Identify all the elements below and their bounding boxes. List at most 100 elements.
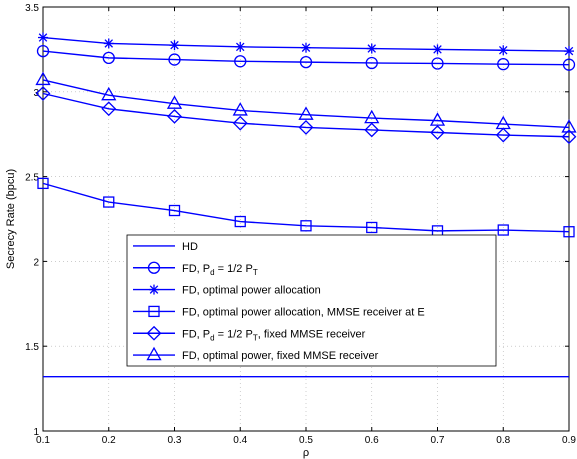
square-marker [37, 177, 49, 190]
triangle-marker [298, 106, 314, 120]
triangle-marker [101, 86, 117, 101]
square-marker [148, 305, 160, 318]
star-marker [301, 42, 311, 53]
x-tick-label: 0.3 [168, 435, 182, 446]
x-tick-label: 0.9 [562, 435, 576, 446]
circle-marker [365, 56, 378, 70]
triangle-marker [561, 119, 577, 133]
square-marker [103, 196, 115, 208]
star-marker [103, 38, 114, 49]
triangle-marker [364, 109, 380, 124]
legend-subscript: T [253, 333, 258, 342]
legend-text-part: = 1/2 P [215, 328, 253, 340]
x-tick-label: 0.1 [36, 435, 50, 446]
x-tick-label: 0.4 [233, 435, 247, 446]
legend-entry-2: FD, Pd = 1/2 PT [133, 261, 258, 277]
legend-subscript: d [210, 333, 214, 342]
legend-text-part: FD, P [182, 263, 210, 275]
legend-entry-4: FD, optimal power allocation, MMSE recei… [133, 305, 425, 318]
circle-marker [562, 58, 576, 71]
star-marker [149, 284, 159, 295]
legend-entry-5: FD, Pd = 1/2 PT, fixed MMSE receiver [133, 325, 366, 342]
grid [43, 7, 569, 431]
triangle-marker [232, 102, 248, 116]
y-tick-label: 2 [33, 257, 39, 268]
square-marker [168, 204, 181, 217]
y-tick-label: 1 [33, 427, 39, 438]
triangle-marker [146, 346, 162, 361]
legend-label: FD, Pd = 1/2 PT, fixed MMSE receiver [182, 328, 366, 342]
series-line [42, 182, 570, 233]
circle-marker [431, 57, 444, 70]
legend-label: FD, Pd = 1/2 PT [182, 263, 258, 277]
triangle-marker [35, 71, 51, 86]
square-marker [366, 221, 378, 234]
circle-marker [147, 261, 161, 274]
series-2 [36, 44, 576, 71]
square-marker [234, 215, 246, 228]
diamond-marker [146, 325, 162, 341]
circle-marker [234, 55, 247, 68]
star-marker-stroke [38, 33, 48, 42]
series-line [42, 79, 570, 129]
legend-entry-6: FD, optimal power, fixed MMSE receiver [133, 346, 379, 362]
series-6 [35, 71, 577, 133]
diamond-marker [430, 125, 445, 140]
diamond-marker [298, 119, 314, 135]
star-marker-stroke [301, 43, 311, 52]
legend-subscript: T [253, 268, 258, 277]
x-axis-label: ρ [303, 447, 309, 459]
star-marker [366, 43, 377, 54]
series-5 [35, 86, 577, 145]
star-marker [498, 45, 509, 56]
legend-label: FD, optimal power allocation [182, 285, 321, 297]
x-tick-label: 0.8 [496, 435, 510, 446]
square-marker [497, 224, 509, 236]
star-marker [235, 41, 246, 52]
star-marker [169, 40, 180, 51]
legend-subscript: d [210, 268, 214, 277]
circle-marker [299, 55, 313, 69]
diamond-marker [232, 115, 248, 131]
legend-label: FD, optimal power allocation, MMSE recei… [182, 306, 425, 318]
circle-marker [102, 51, 115, 65]
legend-label: FD, optimal power, fixed MMSE receiver [182, 350, 379, 362]
legend-text-part: FD, P [182, 328, 210, 340]
diamond-marker [561, 129, 577, 145]
star-marker-stroke [170, 40, 179, 50]
circle-marker [497, 58, 510, 71]
diamond-marker [101, 101, 117, 117]
star-marker-stroke [367, 44, 377, 53]
square-marker [300, 220, 312, 232]
star-marker-stroke [235, 42, 245, 52]
series-3 [38, 32, 574, 57]
triangle-marker [495, 115, 511, 130]
x-tick-label: 0.7 [431, 435, 445, 446]
star-marker-stroke [498, 45, 508, 55]
legend-entry-1: HD [133, 241, 198, 253]
diamond-marker [35, 86, 51, 101]
star-marker-stroke [149, 285, 159, 294]
series-line [42, 50, 570, 66]
series-line [42, 92, 570, 138]
star-marker-stroke [564, 46, 574, 56]
diamond-marker [364, 122, 380, 138]
star-marker-stroke [104, 39, 114, 48]
circle-marker [168, 53, 181, 66]
legend-label: HD [182, 241, 198, 253]
square-marker [563, 226, 575, 238]
legend-entry-3: FD, optimal power allocation [133, 284, 321, 297]
y-tick-label: 3.5 [25, 3, 39, 14]
diamond-marker [167, 108, 182, 124]
y-tick-label: 2.5 [25, 173, 39, 184]
star-marker-stroke [433, 45, 442, 54]
y-axis-label: Secrecy Rate (bpcu) [5, 169, 17, 269]
axis-ticks: 0.1 0.2 0.3 0.4 0.5 0.6 0.7 0.8 0.911.522.533.5 [25, 3, 576, 446]
triangle-marker [166, 95, 183, 109]
y-tick-label: 1.5 [25, 342, 39, 353]
legend-text-part: , fixed MMSE receiver [258, 328, 366, 340]
star-marker [38, 32, 48, 43]
circle-marker [36, 44, 50, 58]
